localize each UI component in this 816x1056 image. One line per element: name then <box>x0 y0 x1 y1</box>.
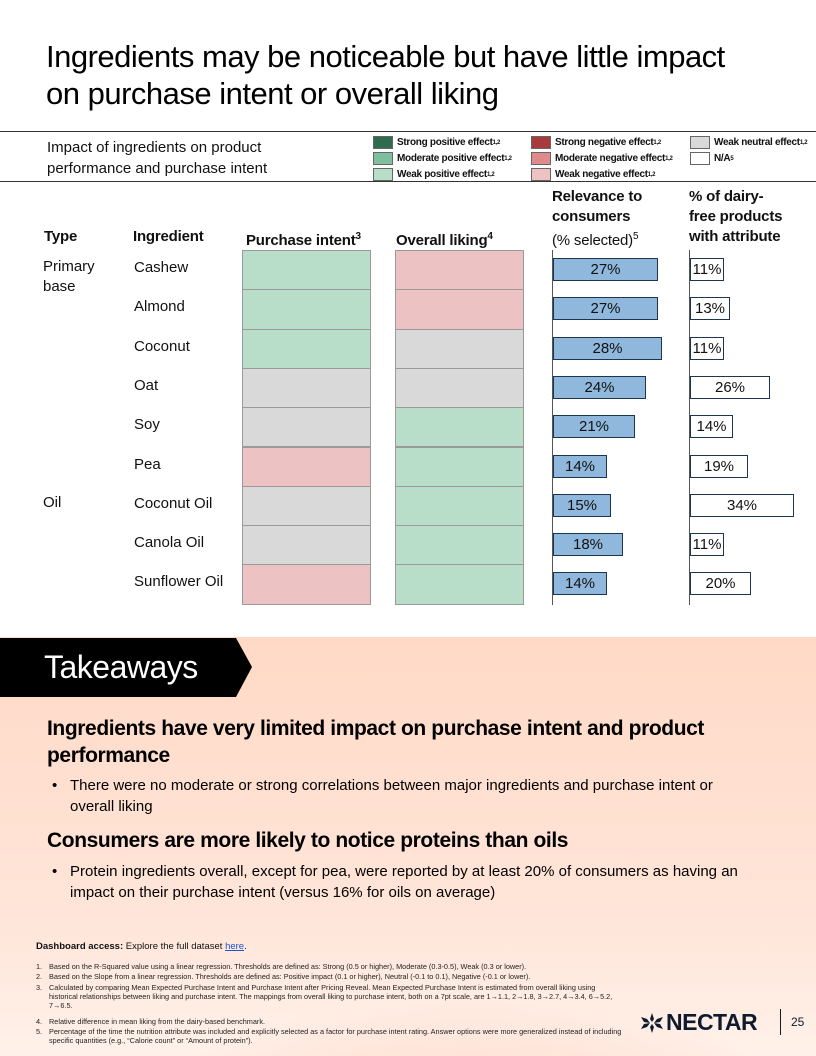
purchase-intent-cell <box>242 407 371 448</box>
legend-item: N/A 5 <box>690 152 734 165</box>
type-label: Primary base <box>43 258 95 295</box>
takeaway-bullet-2: • Protein ingredients overall, except for… <box>52 863 738 901</box>
legend-label: Strong negative effect <box>555 137 654 148</box>
page-number-separator <box>780 1009 781 1035</box>
header-ingredient: Ingredient <box>133 228 204 245</box>
overall-liking-cell <box>395 525 524 566</box>
ingredient-label: Coconut <box>134 337 190 355</box>
ingredient-label: Canola Oil <box>134 534 205 552</box>
overall-liking-cell <box>395 485 524 527</box>
overall-liking-cell <box>395 328 524 369</box>
ingredient-label: Almond <box>134 298 185 316</box>
type-label: Oil <box>43 493 62 511</box>
takeaway-bullet-1: • There were no moderate or strong correl… <box>52 777 713 815</box>
relevance-bar: 27% <box>553 297 658 321</box>
header-relevance: Relevance to consumers (% selected)5 <box>552 188 643 249</box>
legend-swatch <box>373 152 393 165</box>
overall-liking-cell <box>395 446 524 487</box>
legend-item: Moderate positive effect 1,2 <box>373 152 512 165</box>
purchase-intent-cell <box>242 250 371 291</box>
takeaways-background <box>0 637 816 1056</box>
overall-liking-cell <box>395 564 524 605</box>
relevance-bar: 27% <box>553 258 658 281</box>
dairy-free-bar: 11% <box>690 533 724 557</box>
legend-label: Weak negative effect <box>555 169 648 180</box>
dairy-free-bar: 14% <box>690 415 733 439</box>
relevance-axis <box>552 250 553 605</box>
header-purchase-intent: Purchase intent3 <box>246 231 361 249</box>
relevance-bar: 14% <box>553 572 607 596</box>
table-subtitle: Impact of ingredients on product perform… <box>47 139 268 177</box>
takeaways-tab: Takeaways <box>0 638 252 697</box>
dashboard-access: Dashboard access: Explore the full datas… <box>36 941 247 952</box>
ingredient-label: Oat <box>134 376 159 394</box>
legend-item: Weak positive effect 1,2 <box>373 168 495 181</box>
overall-liking-cell <box>395 289 524 330</box>
purchase-intent-cell <box>242 446 371 487</box>
dairy-free-axis <box>689 250 690 605</box>
legend-item: Moderate negative effect 1,2 <box>531 152 673 165</box>
dairy-free-bar: 19% <box>690 454 748 478</box>
nectar-logo-icon <box>641 1012 663 1033</box>
legend-swatch <box>690 152 710 165</box>
ingredient-label: Coconut Oil <box>134 494 213 512</box>
page-title: Ingredients may be noticeable but have l… <box>46 39 725 111</box>
legend-item: Strong positive effect 1,2 <box>373 136 500 149</box>
nectar-logo: NECTAR <box>641 1009 758 1036</box>
legend-label: N/A <box>714 153 731 164</box>
relevance-bar: 24% <box>553 375 646 399</box>
purchase-intent-cell <box>242 367 371 409</box>
legend-swatch <box>373 136 393 149</box>
purchase-intent-cell <box>242 564 371 605</box>
dashboard-link[interactable]: here <box>225 941 245 952</box>
ingredient-label: Sunflower Oil <box>134 573 224 591</box>
overall-liking-cell <box>395 367 524 409</box>
purchase-intent-cell <box>242 525 371 566</box>
dairy-free-bar: 26% <box>690 375 770 399</box>
relevance-bar: 28% <box>553 336 662 360</box>
header-overall-liking: Overall liking4 <box>396 231 493 249</box>
legend-label: Weak neutral effect <box>714 137 800 148</box>
legend-item: Strong negative effect 1,2 <box>531 136 661 149</box>
ingredient-label: Soy <box>134 416 160 434</box>
purchase-intent-cell <box>242 485 371 527</box>
purchase-intent-cell <box>242 328 371 369</box>
dairy-free-bar: 34% <box>690 493 794 517</box>
legend-swatch <box>531 168 551 181</box>
relevance-bar: 21% <box>553 415 635 439</box>
legend-swatch <box>690 136 710 149</box>
overall-liking-cell <box>395 250 524 291</box>
overall-liking-cell <box>395 407 524 448</box>
legend-label: Weak positive effect <box>397 169 487 180</box>
takeaway-heading-1: Ingredients have very limited impact on … <box>47 717 705 767</box>
page-number: 25 <box>791 1015 805 1029</box>
top-divider <box>0 131 816 132</box>
legend-swatch <box>531 136 551 149</box>
legend-item: Weak negative effect 1,2 <box>531 168 656 181</box>
legend-item: Weak neutral effect 1,2 <box>690 136 808 149</box>
relevance-bar: 15% <box>553 493 611 517</box>
legend-swatch <box>373 168 393 181</box>
takeaway-heading-2: Consumers are more likely to notice prot… <box>47 829 569 852</box>
legend-label: Moderate positive effect <box>397 153 505 164</box>
purchase-intent-cell <box>242 289 371 330</box>
dairy-free-bar: 13% <box>690 297 730 321</box>
dairy-free-bar: 11% <box>690 336 724 360</box>
ingredient-label: Pea <box>134 455 161 473</box>
header-dairy-free: % of dairy- free products with attribute <box>689 188 783 245</box>
relevance-bar: 14% <box>553 454 607 478</box>
dairy-free-bar: 20% <box>690 572 751 596</box>
legend-label: Strong positive effect <box>397 137 493 148</box>
legend-swatch <box>531 152 551 165</box>
dairy-free-bar: 11% <box>690 258 724 281</box>
header-type: Type <box>44 228 78 245</box>
ingredient-label: Cashew <box>134 259 189 276</box>
legend-label: Moderate negative effect <box>555 153 666 164</box>
header-divider <box>0 181 816 182</box>
relevance-bar: 18% <box>553 533 623 557</box>
